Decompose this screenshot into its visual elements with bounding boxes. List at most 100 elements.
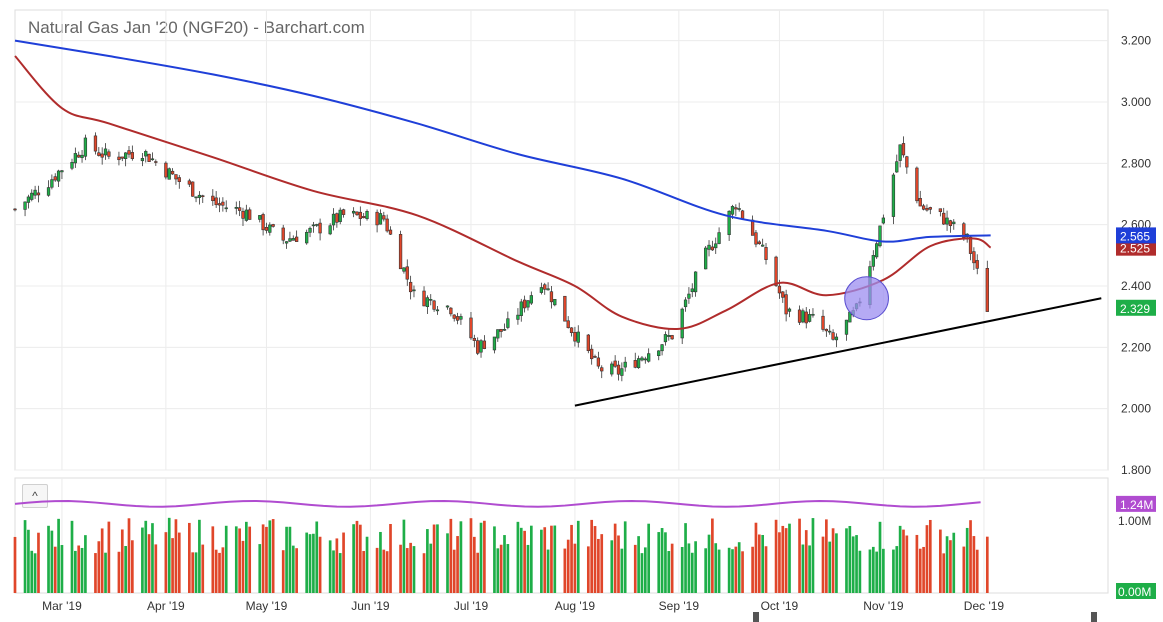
volume-bar-down — [784, 528, 788, 593]
volume-bar-up — [871, 546, 875, 593]
volume-average-line — [14, 500, 981, 508]
volume-bar-down — [100, 528, 104, 593]
volume-zero-label-bg — [1116, 583, 1156, 599]
candle-up — [704, 247, 708, 270]
candle-up — [506, 318, 510, 328]
x-tick-label: Oct '19 — [761, 599, 799, 613]
candle-down — [455, 316, 460, 321]
volume-bar-down — [975, 549, 979, 593]
last-value-ma-long-bg — [1116, 227, 1156, 244]
candle-up — [328, 225, 332, 235]
volume-bar-down — [764, 546, 768, 593]
candle-up — [224, 207, 228, 210]
candle-down — [566, 320, 570, 328]
volume-bar-down — [355, 520, 359, 593]
volume-bar-down — [949, 540, 952, 593]
volume-bar-up — [704, 548, 708, 593]
candle-up — [828, 330, 832, 333]
collapse-button[interactable]: ^ — [22, 484, 48, 508]
candle-down — [472, 338, 476, 341]
candle-down — [221, 201, 225, 206]
volume-bar-up — [338, 553, 342, 593]
candle-up — [60, 170, 64, 173]
candle-down — [422, 290, 426, 307]
candle-up — [546, 288, 550, 291]
candle-up — [952, 221, 956, 225]
candle-down — [281, 227, 285, 241]
scroll-handle-right[interactable] — [1091, 612, 1097, 622]
candle-down — [170, 170, 175, 175]
candle-down — [824, 328, 829, 332]
volume-bar-up — [895, 546, 899, 593]
candle-up — [150, 158, 155, 161]
candle-up — [844, 319, 849, 335]
volume-bar-down — [751, 546, 754, 593]
volume-bar-up — [27, 529, 30, 593]
candle-down — [569, 327, 574, 334]
candle-down — [754, 232, 758, 245]
volume-bar-up — [412, 546, 416, 593]
candle-down — [757, 241, 761, 245]
candle-down — [972, 251, 976, 264]
candle-down — [449, 307, 453, 315]
candle-down — [120, 156, 124, 159]
volume-bar-down — [778, 532, 781, 593]
volume-bar-down — [741, 551, 744, 593]
volume-bar-up — [352, 524, 355, 593]
volume-bar-up — [892, 549, 895, 593]
volume-bar-down — [53, 546, 57, 593]
y-tick-label: 3.000 — [1121, 95, 1151, 109]
candle-down — [271, 224, 275, 227]
candle-up — [459, 316, 463, 320]
volume-bar-up — [305, 532, 309, 593]
volume-bar-down — [221, 547, 225, 593]
candle-down — [616, 364, 621, 375]
candle-up — [875, 243, 879, 258]
candle-down — [968, 236, 973, 254]
candle-down — [985, 268, 989, 312]
volume-bar-up — [503, 535, 506, 593]
candle-down — [543, 284, 547, 290]
candle-up — [351, 210, 356, 214]
volume-bar-up — [761, 534, 765, 593]
volume-bar-down — [97, 541, 101, 593]
volume-bar-up — [268, 520, 272, 593]
candle-down — [921, 205, 926, 210]
moving-average-long-line — [14, 39, 991, 243]
candle-up — [539, 287, 544, 293]
volume-bar-up — [426, 529, 429, 593]
candle-up — [610, 363, 614, 375]
volume-bar-up — [151, 523, 154, 593]
price-panel-frame — [14, 9, 1109, 471]
candle-down — [375, 211, 379, 226]
candle-up — [244, 209, 248, 221]
volume-bar-up — [855, 535, 858, 593]
volume-bars-group — [13, 517, 989, 593]
candle-down — [905, 156, 909, 168]
volume-bar-up — [620, 548, 624, 593]
x-tick-label: May '19 — [246, 599, 288, 613]
candle-up — [895, 161, 899, 173]
volume-bar-down — [593, 526, 597, 593]
candle-up — [878, 225, 882, 247]
candle-up — [727, 210, 731, 235]
candle-down — [452, 314, 456, 319]
candle-up — [56, 170, 61, 182]
candle-up — [23, 201, 27, 210]
y-tick-label: 1.800 — [1121, 463, 1151, 477]
volume-bar-down — [13, 536, 17, 593]
candle-down — [777, 285, 782, 294]
scroll-handle-left[interactable] — [753, 612, 759, 622]
volume-bar-up — [714, 543, 718, 593]
volume-bar-down — [238, 528, 241, 593]
volume-bar-up — [835, 533, 838, 593]
volume-bar-down — [335, 538, 339, 593]
volume-bar-down — [804, 530, 808, 593]
volume-bar-down — [154, 544, 158, 593]
last-value-ma-long: 2.565 — [1116, 227, 1156, 244]
candle-down — [938, 208, 943, 213]
volume-bar-down — [191, 552, 195, 593]
volume-bar-up — [308, 534, 312, 593]
candle-down — [586, 334, 590, 352]
